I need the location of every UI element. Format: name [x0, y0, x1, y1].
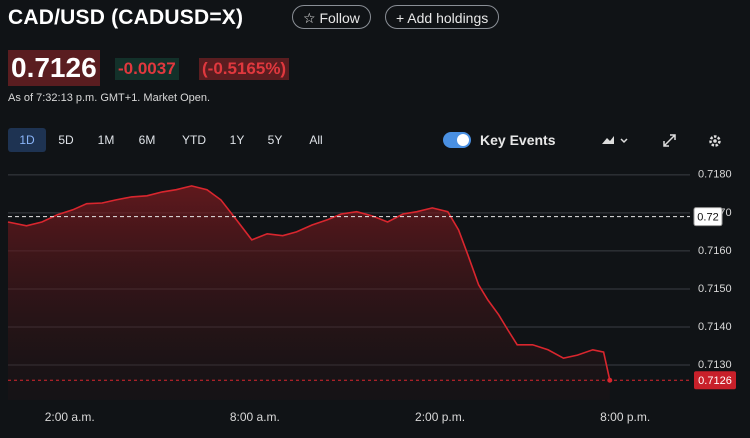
previous-close-label: 0.72: [697, 212, 718, 224]
last-price-badge-label: 0.7126: [698, 375, 732, 387]
range-tab[interactable]: 1M: [97, 133, 115, 147]
settings-icon[interactable]: [709, 135, 721, 147]
y-tick-label: 0.7150: [698, 283, 732, 295]
y-tick-label: 0.7140: [698, 321, 732, 333]
y-tick-label: 0.7180: [698, 169, 732, 181]
follow-label: Follow: [319, 10, 360, 26]
price-line: [7, 185, 611, 381]
key-events-label: Key Events: [480, 132, 556, 148]
price: 0.7126: [8, 50, 100, 86]
last-price-badge: [694, 371, 736, 390]
title: CAD/USD (CADUSD=X): [8, 6, 244, 29]
range-tab[interactable]: All: [309, 133, 323, 147]
settings-icon-center: [713, 139, 717, 143]
range-tab[interactable]: 5D: [58, 133, 74, 147]
y-tick-label: 0.7130: [698, 359, 732, 371]
dropdown-icon[interactable]: [620, 138, 628, 144]
previous-close-badge: [693, 207, 723, 227]
x-tick-label: 8:00 a.m.: [230, 410, 280, 424]
area-fill: [8, 185, 610, 400]
last-price-dot: [607, 377, 613, 383]
key-events-toggle[interactable]: [442, 131, 472, 149]
follow-button[interactable]: ☆ Follow: [292, 5, 371, 29]
y-tick-label: 0.7160: [698, 245, 732, 257]
add-holdings-button[interactable]: + Add holdings: [385, 5, 500, 29]
range-tab[interactable]: 1Y: [229, 133, 245, 147]
add-holdings-label: Add holdings: [407, 10, 489, 26]
range-tab[interactable]: 5Y: [267, 133, 283, 147]
change: -0.0037: [115, 58, 179, 80]
chart-type-icon[interactable]: [602, 136, 614, 144]
x-tick-label: 2:00 p.m.: [415, 410, 465, 424]
expand-icon[interactable]: [663, 134, 676, 147]
range-tab[interactable]: 6M: [138, 133, 156, 147]
range-tab[interactable]: YTD: [182, 133, 206, 147]
change-percent: (-0.5165%): [199, 58, 290, 80]
chart-tools: [602, 134, 721, 147]
toggle-knob: [457, 134, 469, 146]
range-tab[interactable]: 1D: [8, 128, 46, 152]
x-tick-label: 8:00 p.m.: [600, 410, 650, 424]
as-of: As of 7:32:13 p.m. GMT+1. Market Open.: [8, 92, 211, 104]
x-tick-label: 2:00 a.m.: [45, 410, 95, 424]
